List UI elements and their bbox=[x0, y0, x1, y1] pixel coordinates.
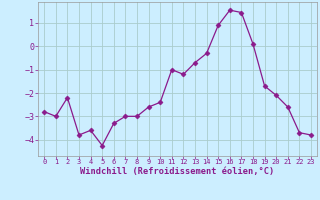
X-axis label: Windchill (Refroidissement éolien,°C): Windchill (Refroidissement éolien,°C) bbox=[80, 167, 275, 176]
